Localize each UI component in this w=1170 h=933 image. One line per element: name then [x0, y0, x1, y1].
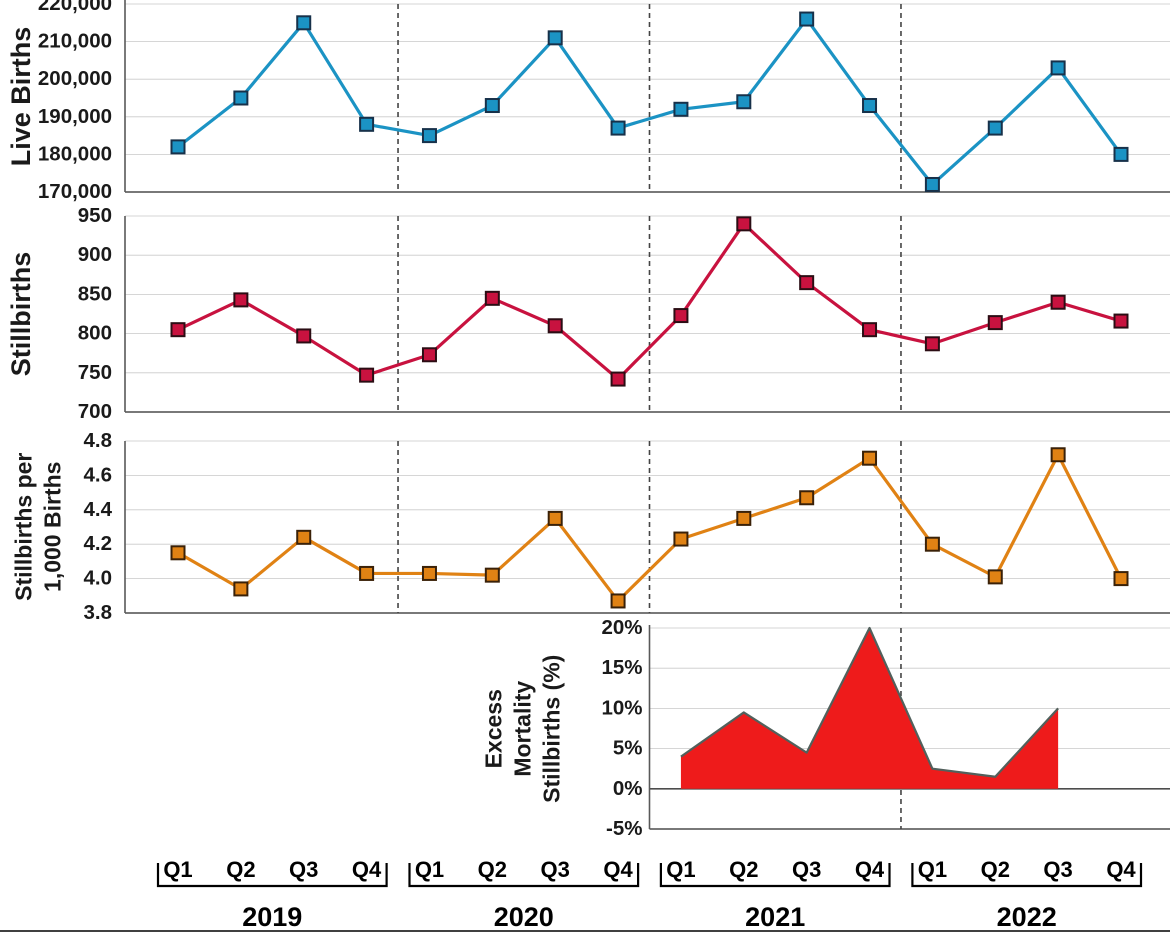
- svg-text:15%: 15%: [601, 656, 642, 679]
- svg-text:Q1: Q1: [163, 857, 192, 882]
- svg-text:750: 750: [78, 361, 112, 384]
- svg-text:Q4: Q4: [352, 857, 382, 882]
- svg-text:220,000: 220,000: [38, 0, 112, 15]
- svg-text:190,000: 190,000: [38, 105, 112, 128]
- svg-text:Q4: Q4: [1106, 857, 1136, 882]
- svg-text:2022: 2022: [997, 902, 1057, 932]
- svg-text:210,000: 210,000: [38, 30, 112, 53]
- svg-text:5%: 5%: [613, 737, 643, 760]
- svg-text:10%: 10%: [601, 696, 642, 719]
- svg-text:Q4: Q4: [855, 857, 885, 882]
- svg-text:Q1: Q1: [918, 857, 947, 882]
- svg-text:850: 850: [78, 282, 112, 305]
- svg-text:0%: 0%: [613, 777, 643, 800]
- svg-text:Q3: Q3: [1043, 857, 1072, 882]
- svg-text:Q2: Q2: [226, 857, 255, 882]
- svg-text:4.4: 4.4: [84, 498, 113, 521]
- svg-text:Q2: Q2: [981, 857, 1010, 882]
- svg-text:20%: 20%: [601, 616, 642, 639]
- svg-text:Q2: Q2: [478, 857, 507, 882]
- svg-text:700: 700: [78, 400, 112, 423]
- svg-text:Q4: Q4: [603, 857, 633, 882]
- svg-text:Q3: Q3: [792, 857, 821, 882]
- svg-text:Q3: Q3: [541, 857, 570, 882]
- svg-text:180,000: 180,000: [38, 142, 112, 165]
- svg-text:900: 900: [78, 243, 112, 266]
- svg-text:4.8: 4.8: [84, 429, 113, 452]
- svg-text:4.6: 4.6: [84, 463, 113, 486]
- svg-text:200,000: 200,000: [38, 67, 112, 90]
- svg-text:4.2: 4.2: [84, 532, 113, 555]
- svg-text:Q1: Q1: [415, 857, 444, 882]
- svg-text:950: 950: [78, 204, 112, 227]
- svg-text:3.8: 3.8: [84, 601, 113, 624]
- svg-text:170,000: 170,000: [38, 180, 112, 203]
- svg-text:Q1: Q1: [666, 857, 695, 882]
- svg-text:-5%: -5%: [606, 817, 642, 840]
- svg-text:2021: 2021: [745, 902, 805, 932]
- svg-text:4.0: 4.0: [84, 567, 113, 590]
- svg-text:2020: 2020: [494, 902, 554, 932]
- svg-text:2019: 2019: [242, 902, 302, 932]
- svg-text:Q3: Q3: [289, 857, 318, 882]
- svg-text:800: 800: [78, 322, 112, 345]
- svg-text:Q2: Q2: [729, 857, 758, 882]
